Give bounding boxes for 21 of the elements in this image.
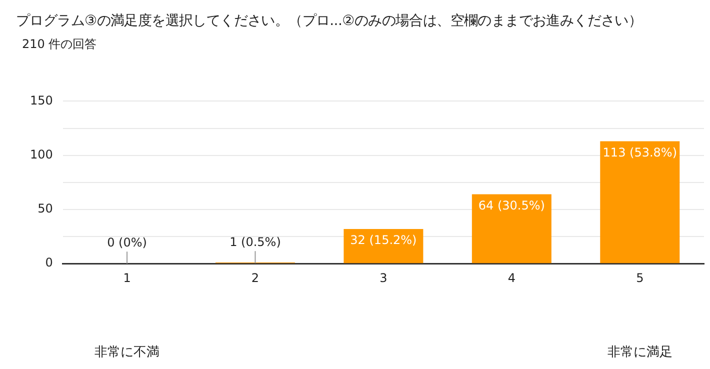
x-tick-label: 5 — [636, 270, 644, 285]
bar — [344, 228, 424, 264]
x-tick-label: 3 — [380, 270, 388, 285]
text: 非常に満足 — [606, 344, 674, 361]
data-label: 1 (0.5%) — [230, 235, 281, 250]
data-label: 32 (15.2%) — [350, 233, 417, 248]
data-label: 113 (53.8%) — [602, 145, 677, 160]
x-tick-label: 4 — [508, 270, 516, 285]
data-label: 64 (30.5%) — [478, 198, 545, 212]
bar — [600, 141, 680, 264]
x-tick-label: 1 — [123, 270, 131, 285]
chart-title: プログラム③の満足度を選択してください。（プロ...②のみの場合は、空欄のままでお進みください） — [16, 12, 642, 30]
y-tick-label: 0 — [45, 256, 53, 270]
text: 非常に不満 — [94, 344, 160, 361]
x-tick-label: 2 — [251, 270, 260, 285]
y-tick-label: 150 — [30, 93, 53, 108]
chart-subtitle: 210 件の回答 — [22, 36, 97, 53]
y-tick-label: 50 — [38, 202, 53, 216]
data-label: 0 (0%) — [107, 236, 147, 250]
y-tick-label: 100 — [30, 147, 53, 162]
bar — [472, 194, 552, 264]
